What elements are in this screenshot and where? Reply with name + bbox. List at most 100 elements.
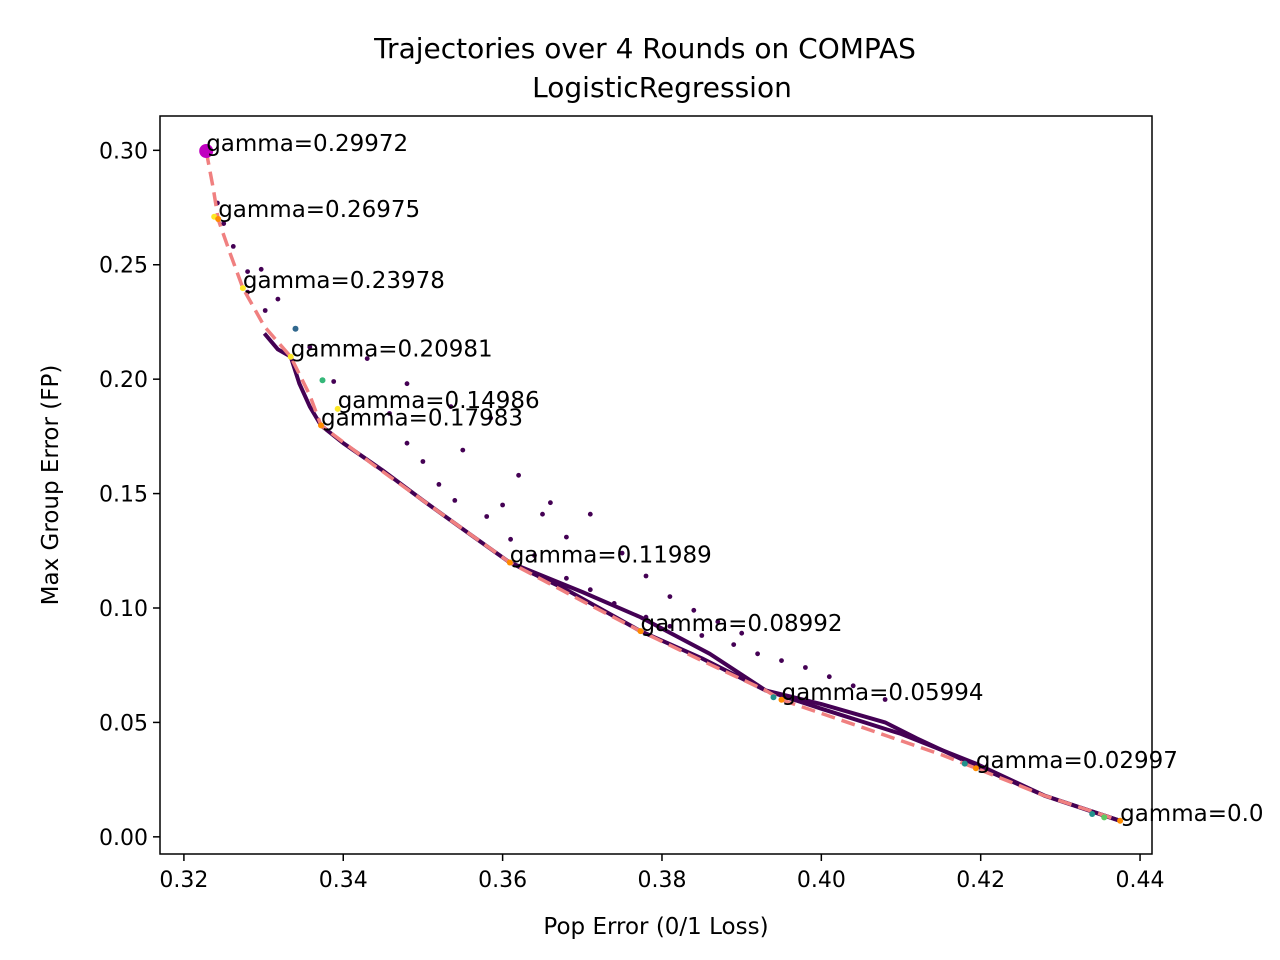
- x-tick-label: 0.42: [956, 868, 1005, 893]
- annotation-label: gamma=0.26975: [218, 197, 420, 223]
- trajectory-point: [500, 502, 505, 508]
- chart-title: Trajectories over 4 Rounds on COMPAS: [373, 32, 916, 65]
- trajectory-point: [587, 511, 593, 517]
- start-point: [199, 144, 214, 158]
- trajectory-point: [803, 665, 808, 670]
- y-tick-label: 0.20: [99, 368, 148, 393]
- x-tick-label: 0.36: [478, 868, 527, 893]
- trajectory-point: [540, 511, 545, 517]
- trajectory-point: [404, 440, 410, 446]
- trajectory-line: [509, 560, 1121, 823]
- annotation-label: gamma=0.14986: [338, 388, 540, 414]
- annotation-label: gamma=0.17983: [321, 405, 523, 431]
- x-tick-label: 0.40: [797, 868, 846, 893]
- x-tick-label: 0.44: [1116, 868, 1165, 893]
- trajectory-point: [230, 244, 236, 249]
- trajectory-point: [307, 344, 313, 350]
- x-tick-label: 0.34: [319, 868, 368, 893]
- x-tick-label: 0.32: [159, 868, 208, 893]
- trajectory-point: [245, 269, 251, 274]
- trajectory-point: [619, 550, 625, 556]
- trajectory-point: [448, 404, 454, 409]
- trajectory-point: [611, 601, 617, 606]
- trajectory-point: [452, 498, 458, 503]
- trajectory-point: [667, 623, 673, 629]
- trajectory-point: [882, 697, 888, 702]
- colored-point: [239, 285, 246, 292]
- annotations: gamma=0.29972 gamma=0.26975 gamma=0.23978 g…: [206, 131, 1263, 827]
- trajectory-point: [779, 658, 784, 663]
- trajectory-point: [564, 534, 569, 540]
- trajectory-point: [532, 553, 537, 558]
- x-axis-ticks: 0.32 0.34 0.36 0.38 0.40 0.42 0.44: [159, 854, 1165, 893]
- colored-point: [319, 377, 326, 384]
- trajectory-point: [262, 308, 268, 313]
- trajectory-point: [420, 459, 426, 464]
- annotation-label: gamma=0.02997: [976, 748, 1178, 774]
- trajectory-point: [331, 379, 337, 384]
- annotation-label: gamma=0.29972: [206, 131, 408, 157]
- trajectory-line: [262, 332, 323, 427]
- trajectory-point: [715, 619, 721, 625]
- annotation-label: gamma=0.23978: [243, 268, 445, 294]
- trajectory-point: [699, 633, 705, 638]
- trajectory-point: [436, 482, 442, 487]
- y-axis-ticks: 0.00 0.05 0.10 0.15 0.20 0.25 0.30: [99, 139, 160, 851]
- colored-point: [961, 760, 968, 767]
- colored-point: [1101, 814, 1108, 821]
- trajectory-point: [564, 575, 569, 581]
- chart-subtitle: LogisticRegression: [532, 71, 792, 104]
- annotation-label: gamma=0.0: [1120, 801, 1263, 827]
- trajectory-point: [460, 447, 466, 453]
- trajectory-point: [508, 536, 513, 542]
- colored-point: [1089, 811, 1096, 817]
- colored-point: [292, 325, 299, 332]
- trajectory-point: [275, 296, 281, 302]
- trajectory-point: [850, 683, 856, 689]
- colored-point: [778, 696, 785, 703]
- trajectory-point: [258, 266, 264, 272]
- x-axis-label: Pop Error (0/1 Loss): [543, 914, 768, 940]
- trajectory-point: [387, 411, 392, 416]
- y-tick-label: 0.30: [99, 139, 148, 164]
- y-tick-label: 0.10: [99, 597, 148, 622]
- pareto-frontier-line: [204, 150, 1121, 823]
- colored-point: [1117, 817, 1124, 824]
- trajectory-point: [404, 381, 410, 387]
- colored-point: [506, 559, 513, 566]
- plot-frame: [159, 115, 1153, 855]
- y-tick-label: 0.25: [99, 254, 148, 279]
- trajectory-point: [221, 221, 227, 227]
- trajectory-point: [667, 594, 673, 599]
- colored-point: [637, 628, 644, 635]
- x-tick-label: 0.38: [637, 868, 686, 893]
- annotation-label: gamma=0.05994: [782, 680, 984, 706]
- trajectory-point: [484, 514, 490, 519]
- trajectory-point: [488, 415, 494, 421]
- trajectory-point: [731, 642, 737, 647]
- colored-point: [770, 694, 777, 701]
- colored-point: [318, 422, 324, 429]
- y-tick-label: 0.05: [99, 711, 148, 736]
- colored-point: [287, 353, 294, 360]
- y-tick-label: 0.15: [99, 483, 148, 508]
- colored-point: [215, 216, 222, 222]
- trajectory-point: [364, 356, 370, 361]
- trajectory-point: [587, 587, 593, 593]
- trajectory-point: [516, 472, 521, 478]
- chart-marks: [199, 144, 1124, 824]
- annotation-label: gamma=0.11989: [510, 543, 712, 569]
- y-axis-label: Max Group Error (FP): [38, 365, 64, 606]
- trajectory-point: [643, 614, 649, 620]
- plot-area: [199, 144, 1124, 824]
- trajectory-point: [826, 674, 832, 680]
- annotation-label: gamma=0.20981: [291, 337, 493, 363]
- trajectory-point: [755, 651, 760, 657]
- colored-point: [972, 765, 979, 772]
- colored-point: [334, 405, 341, 412]
- y-tick-label: 0.00: [99, 826, 148, 851]
- trajectory-point: [548, 500, 553, 506]
- trajectory-point: [691, 607, 697, 613]
- trajectory-point: [739, 630, 745, 636]
